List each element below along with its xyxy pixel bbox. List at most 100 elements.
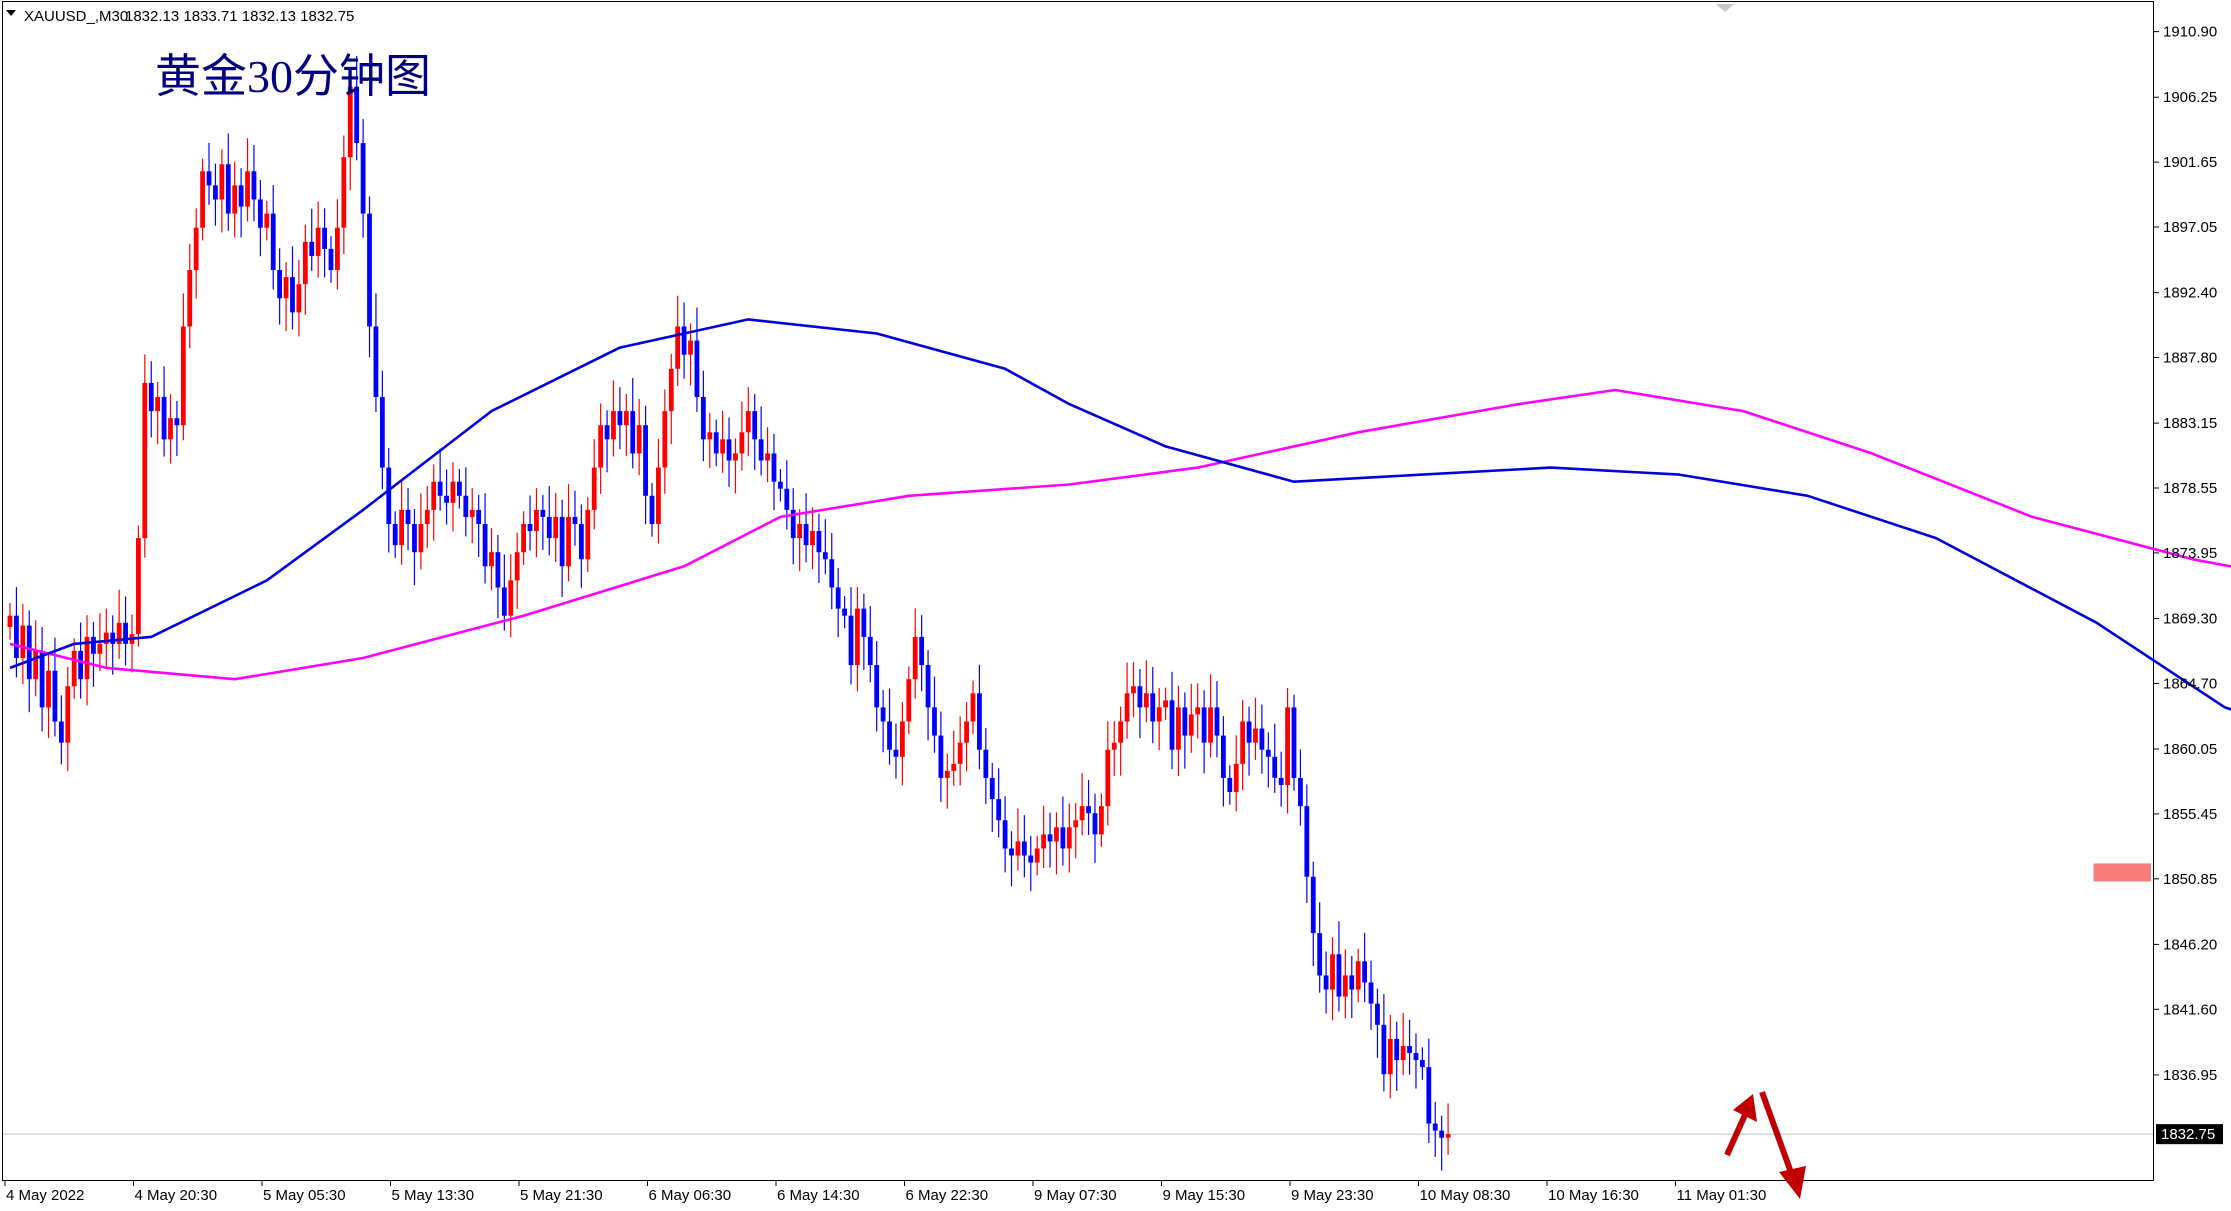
- x-tick-label: 5 May 13:30: [392, 1187, 475, 1204]
- candle-body: [681, 326, 687, 355]
- candle-body: [855, 608, 860, 666]
- candle-body: [213, 185, 218, 200]
- candle: [1304, 784, 1310, 903]
- candle-body: [752, 411, 758, 440]
- candle-body: [136, 538, 141, 635]
- candle-body: [1047, 834, 1053, 842]
- candle-body: [1420, 1060, 1425, 1068]
- candle: [1034, 835, 1040, 876]
- candle: [264, 200, 270, 241]
- candle: [148, 361, 154, 438]
- candle-body: [1163, 700, 1168, 708]
- candle: [559, 499, 565, 598]
- candle-body: [912, 636, 918, 680]
- candle-body: [1137, 686, 1143, 708]
- candle-body: [1310, 876, 1316, 934]
- candle-body: [7, 615, 13, 627]
- candle: [457, 468, 462, 509]
- candle-body: [1317, 933, 1323, 976]
- candle: [720, 410, 726, 473]
- candle-body: [257, 199, 263, 228]
- candle-body: [431, 481, 437, 510]
- candle: [424, 485, 430, 548]
- down-arrow-shaft: [1759, 1090, 1796, 1180]
- candle: [553, 492, 559, 563]
- candle: [309, 208, 315, 271]
- candle-body: [938, 735, 944, 778]
- candle: [977, 664, 982, 770]
- x-tick-label: 4 May 20:30: [135, 1187, 218, 1204]
- candle: [899, 702, 905, 786]
- candle: [521, 511, 526, 565]
- candle-body: [277, 270, 283, 299]
- candle-body: [848, 615, 854, 666]
- candle: [463, 467, 469, 537]
- candle: [1015, 808, 1021, 871]
- candle-body: [540, 509, 546, 517]
- candle: [572, 490, 578, 546]
- candle-body: [1259, 728, 1265, 750]
- candle: [707, 412, 713, 468]
- candle: [1342, 949, 1348, 1019]
- candle: [662, 389, 668, 494]
- candle: [932, 676, 937, 753]
- candle-body: [1355, 961, 1361, 990]
- x-tick-label: 6 May 06:30: [649, 1187, 732, 1204]
- candle-body: [270, 213, 276, 271]
- candle-body: [322, 227, 327, 249]
- candle-body: [707, 432, 713, 440]
- candle: [591, 439, 597, 530]
- candle-body: [20, 625, 26, 659]
- candle: [1086, 779, 1091, 835]
- candle-body: [822, 552, 828, 560]
- chart-menu-triangle-icon[interactable]: [6, 10, 16, 16]
- y-tick-label: 1906.25: [2163, 89, 2217, 106]
- candle: [168, 394, 173, 464]
- candle: [1355, 948, 1361, 1003]
- candle: [341, 135, 347, 254]
- candle: [1445, 1103, 1451, 1155]
- candle: [1220, 716, 1226, 807]
- candle-body: [970, 693, 976, 722]
- candle: [1349, 955, 1355, 1019]
- candle-body: [495, 552, 501, 588]
- candle: [290, 246, 295, 330]
- y-tick-label: 1850.85: [2163, 871, 2217, 888]
- candle-body: [829, 559, 835, 588]
- candle: [71, 638, 77, 699]
- candle: [14, 587, 19, 678]
- candle: [1021, 815, 1027, 878]
- candle: [803, 493, 809, 563]
- candle: [1047, 812, 1053, 868]
- candle-body: [1002, 820, 1008, 849]
- candle: [58, 695, 64, 765]
- down-arrow-head: [1779, 1166, 1806, 1199]
- candle-body: [309, 241, 315, 256]
- candle: [322, 208, 327, 278]
- candle-body: [232, 185, 238, 214]
- candle: [970, 680, 976, 735]
- candle-body: [148, 382, 154, 412]
- y-tick-label: 1878.55: [2163, 480, 2217, 497]
- candle: [213, 163, 218, 226]
- candle-body: [816, 531, 822, 553]
- candle-body: [887, 721, 892, 750]
- candle-body: [874, 665, 880, 708]
- candle-body: [1124, 693, 1130, 722]
- candle-body: [1413, 1053, 1419, 1061]
- candle-body: [758, 439, 764, 461]
- candle-body: [803, 523, 809, 546]
- x-tick-label: 10 May 16:30: [1548, 1187, 1639, 1204]
- candle-body: [206, 171, 212, 186]
- candle: [251, 145, 257, 222]
- candle-body: [688, 340, 693, 355]
- candle: [842, 595, 847, 629]
- candle-body: [527, 523, 533, 532]
- candle-body: [1336, 954, 1342, 997]
- candle-body: [123, 622, 128, 644]
- candle: [1285, 687, 1290, 814]
- candle: [778, 468, 783, 502]
- candle: [1330, 937, 1335, 1021]
- scroll-marker-icon[interactable]: [1716, 4, 1734, 12]
